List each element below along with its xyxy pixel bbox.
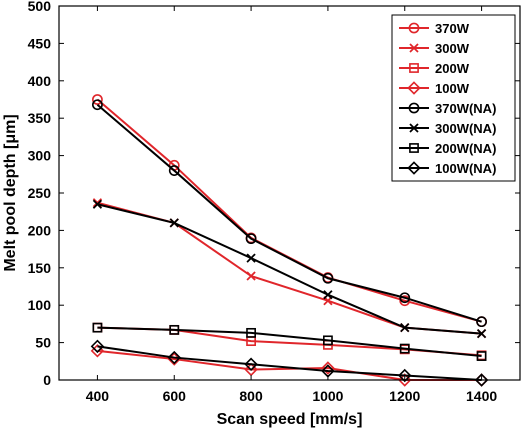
legend-entry: 100W(NA) xyxy=(399,161,496,176)
legend-entry: 370W xyxy=(399,21,470,36)
legend-label: 300W xyxy=(435,41,470,56)
data-point xyxy=(476,328,487,339)
x-axis-label: Scan speed [mm/s] xyxy=(217,411,363,428)
x-tick-label: 1200 xyxy=(389,388,420,404)
series-200w-na- xyxy=(92,322,487,361)
y-tick-label: 100 xyxy=(28,297,52,313)
data-point xyxy=(168,165,180,176)
legend-marker xyxy=(409,123,419,133)
y-tick-label: 250 xyxy=(28,185,52,201)
x-marker-stroke xyxy=(409,123,419,133)
legend-entry: 100W xyxy=(399,81,470,96)
series-layer xyxy=(90,94,489,387)
legend-label: 200W xyxy=(435,61,470,76)
legend-marker xyxy=(407,161,421,175)
x-marker-stroke xyxy=(400,323,410,333)
data-point xyxy=(476,316,487,328)
y-tick-label: 200 xyxy=(28,222,52,238)
legend-marker xyxy=(408,22,420,34)
y-tick-label: 450 xyxy=(28,35,52,51)
x-tick-label: 800 xyxy=(239,388,263,404)
data-point xyxy=(92,322,103,333)
series-line xyxy=(96,103,482,323)
series-line xyxy=(97,326,482,358)
legend-label: 300W(NA) xyxy=(435,121,496,136)
data-point xyxy=(169,218,179,228)
series-370w-na- xyxy=(92,99,487,328)
legend-marker xyxy=(407,81,421,95)
axes-layer: 400 600 800 1000 1200 1400 0 50 100 150 200 250 300 3… xyxy=(28,0,521,404)
series-line xyxy=(97,203,482,335)
data-point xyxy=(400,323,410,333)
data-point xyxy=(90,339,105,354)
data-point xyxy=(244,357,258,372)
data-point xyxy=(399,295,411,307)
series-100w-na- xyxy=(90,339,489,387)
x-marker-stroke xyxy=(476,328,487,339)
x-marker-stroke xyxy=(246,271,256,281)
data-point xyxy=(323,290,333,300)
x-marker-stroke xyxy=(246,253,256,263)
data-point xyxy=(399,343,410,354)
data-point xyxy=(245,233,257,245)
legend-entry: 200W(NA) xyxy=(399,141,496,156)
legend-entry: 300W xyxy=(399,41,470,56)
data-point xyxy=(323,335,333,346)
data-point xyxy=(246,271,256,281)
legend-label: 100W(NA) xyxy=(435,161,496,176)
data-point xyxy=(246,253,256,263)
series-line xyxy=(97,345,482,381)
x-tick-label: 1400 xyxy=(466,388,497,404)
legend-marker xyxy=(409,143,419,153)
y-tick-label: 0 xyxy=(43,372,51,388)
legend-entry: 200W xyxy=(399,61,470,76)
x-marker-stroke xyxy=(409,43,419,53)
y-tick-label: 500 xyxy=(28,0,52,14)
y-tick-label: 150 xyxy=(28,260,52,276)
data-point xyxy=(476,351,487,361)
legend-marker xyxy=(408,102,420,114)
legend-entry: 300W(NA) xyxy=(399,121,496,136)
x-tick-label: 600 xyxy=(163,388,187,404)
legend-label: 370W xyxy=(435,21,470,36)
x-tick-label: 1000 xyxy=(312,388,343,404)
data-point xyxy=(322,272,334,284)
series-300w-na- xyxy=(92,199,487,339)
x-marker-stroke xyxy=(169,218,179,228)
x-marker-stroke xyxy=(92,199,103,209)
x-marker-stroke xyxy=(323,290,333,300)
legend-box xyxy=(391,14,516,182)
data-point xyxy=(92,99,103,111)
legend-marker xyxy=(409,63,419,73)
legend: 370W 300W 200W 100W 370W(NA) 300W(NA) 200W(NA)… xyxy=(391,14,516,182)
data-point xyxy=(398,368,412,383)
legend-label: 100W xyxy=(435,81,470,96)
data-point xyxy=(474,373,489,387)
data-point xyxy=(399,292,411,304)
y-tick-label: 300 xyxy=(28,148,52,164)
data-point xyxy=(92,94,103,105)
data-point xyxy=(169,324,180,335)
data-point xyxy=(321,361,335,375)
legend-label: 370W(NA) xyxy=(435,101,496,116)
y-tick-label: 350 xyxy=(28,110,52,126)
x-marker-stroke xyxy=(92,198,103,208)
data-point xyxy=(167,350,181,365)
y-tick-label: 50 xyxy=(35,335,51,351)
y-axis-label: Melt pool depth [μm] xyxy=(2,114,19,271)
legend-entry: 370W(NA) xyxy=(399,101,496,116)
data-point xyxy=(246,327,256,338)
legend-marker xyxy=(409,43,419,53)
y-tick-label: 400 xyxy=(28,73,52,89)
x-tick-label: 400 xyxy=(86,388,110,404)
legend-label: 200W(NA) xyxy=(435,141,496,156)
data-point xyxy=(92,199,103,209)
